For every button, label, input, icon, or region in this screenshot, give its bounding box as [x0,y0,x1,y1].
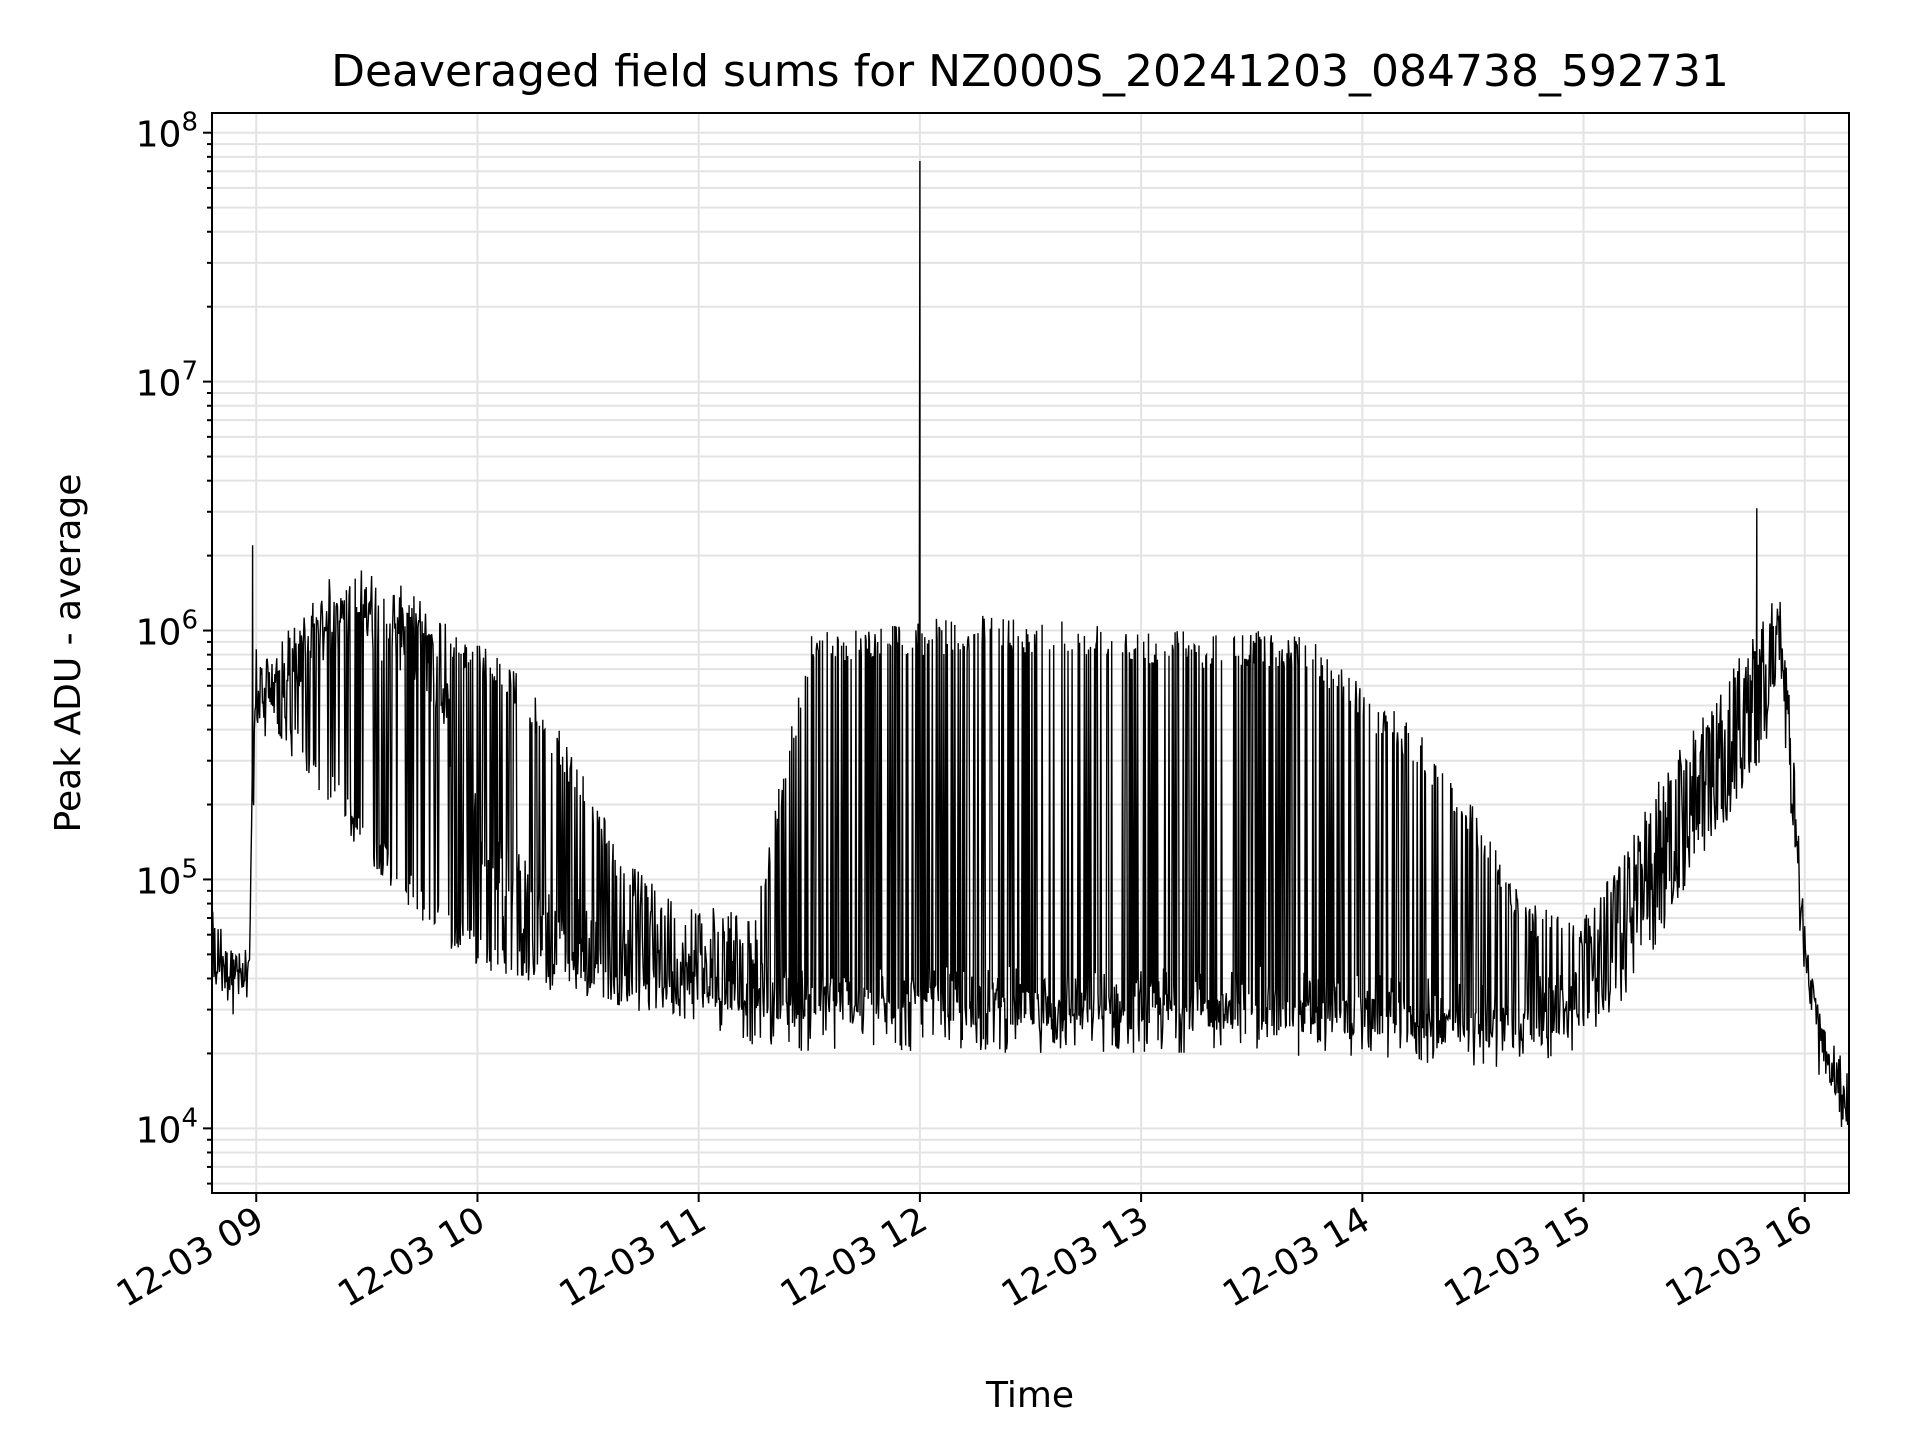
chart-title: Deaveraged field sums for NZ000S_2024120… [331,46,1729,97]
plot-frame [211,112,1850,1194]
y-tick-label: 104 [136,1103,198,1151]
y-axis-label: Peak ADU - average [48,474,89,833]
series-line [211,160,1850,1128]
y-tick-label: 106 [136,606,198,654]
y-tick-label: 105 [136,854,198,902]
x-axis-label: Time [985,1375,1074,1416]
grid-lines [212,113,1849,1193]
y-tick-label: 107 [136,357,198,405]
data-series [211,160,1850,1128]
y-tick-label: 108 [136,108,198,156]
